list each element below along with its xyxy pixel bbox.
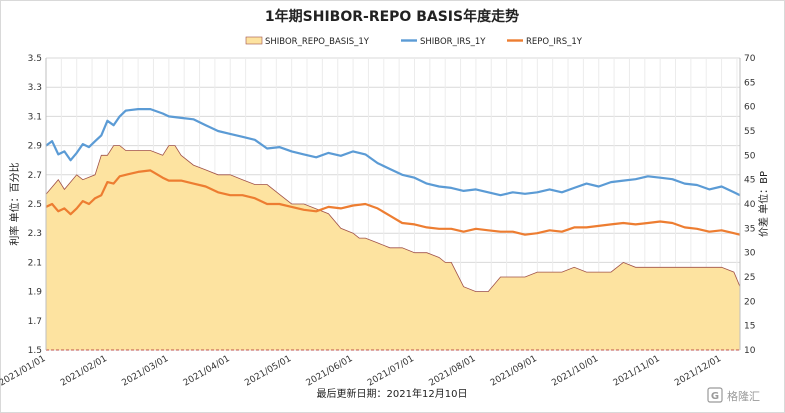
y-right-tick-label: 25 — [744, 273, 755, 283]
y-right-tick-label: 15 — [744, 322, 755, 332]
last-updated-note: 最后更新日期：2021年12月10日 — [317, 387, 468, 400]
area-layer — [45, 145, 741, 350]
y-left-tick-label: 2.3 — [28, 229, 42, 239]
y-axis-left-label: 利率 单位：百分比 — [8, 162, 21, 245]
series-line-shibor-irs-1y — [45, 108, 741, 197]
series-area-edge — [45, 145, 741, 292]
y-right-tick-label: 45 — [744, 176, 755, 186]
y-left-tick-label: 1.5 — [28, 346, 42, 356]
y-right-tick-label: 35 — [744, 224, 755, 234]
y-right-tick-label: 40 — [744, 200, 756, 210]
chart-title: 1年期SHIBOR-REPO BASIS年度走势 — [265, 8, 519, 25]
y-left-tick-label: 1.9 — [28, 288, 43, 298]
y-right-tick-label: 65 — [744, 78, 755, 88]
y-left-tick-label: 3.1 — [28, 112, 42, 122]
y-right-tick-label: 55 — [744, 127, 755, 137]
y-right-tick-label: 50 — [744, 151, 756, 161]
y-left-tick-label: 2.5 — [28, 200, 42, 210]
y-right-tick-label: 70 — [744, 54, 756, 64]
legend-swatch-area — [245, 36, 263, 45]
y-left-tick-label: 1.7 — [28, 317, 42, 327]
y-right-tick-label: 30 — [744, 249, 756, 259]
y-left-tick-label: 2.9 — [28, 142, 43, 152]
y-right-tick-label: 60 — [744, 103, 756, 113]
y-left-tick-label: 3.3 — [28, 83, 42, 93]
legend-label: SHIBOR_REPO_BASIS_1Y — [265, 37, 370, 47]
y-left-tick-label: 2.1 — [28, 258, 42, 268]
y-left-tick-label: 2.7 — [28, 171, 42, 181]
lines-layer — [45, 108, 741, 236]
legend-label: SHIBOR_IRS_1Y — [420, 37, 486, 47]
watermark-text: 格隆汇 — [727, 389, 760, 403]
series-line-repo-irs-1y — [45, 169, 741, 236]
legend-label: REPO_IRS_1Y — [526, 37, 583, 47]
y-left-tick-label: 3.5 — [28, 54, 42, 64]
svg-text:G: G — [711, 391, 719, 402]
y-right-tick-label: 20 — [744, 297, 756, 307]
y-right-tick-label: 10 — [744, 346, 756, 356]
legend: SHIBOR_REPO_BASIS_1Y SHIBOR_IRS_1Y REPO_IR… — [245, 36, 583, 47]
y-axis-right-label: 价差 单位：BP — [757, 171, 770, 237]
watermark-logo: G 格隆汇 — [707, 387, 760, 403]
